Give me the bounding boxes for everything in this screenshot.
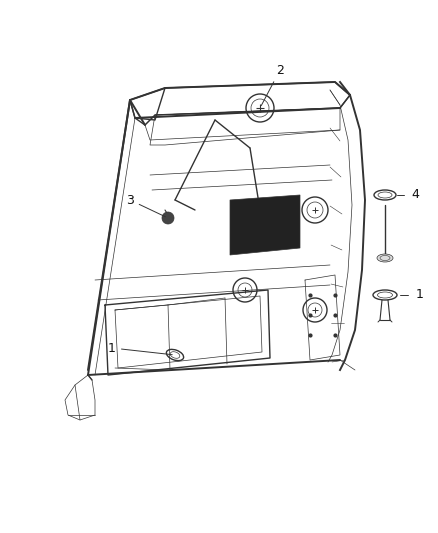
Text: 1: 1 [108, 342, 172, 354]
Text: 1: 1 [416, 288, 424, 302]
Text: 4: 4 [411, 189, 419, 201]
Polygon shape [230, 195, 300, 255]
Text: 3: 3 [126, 193, 166, 217]
Ellipse shape [377, 254, 393, 262]
Text: 2: 2 [261, 63, 284, 106]
Circle shape [162, 212, 174, 224]
